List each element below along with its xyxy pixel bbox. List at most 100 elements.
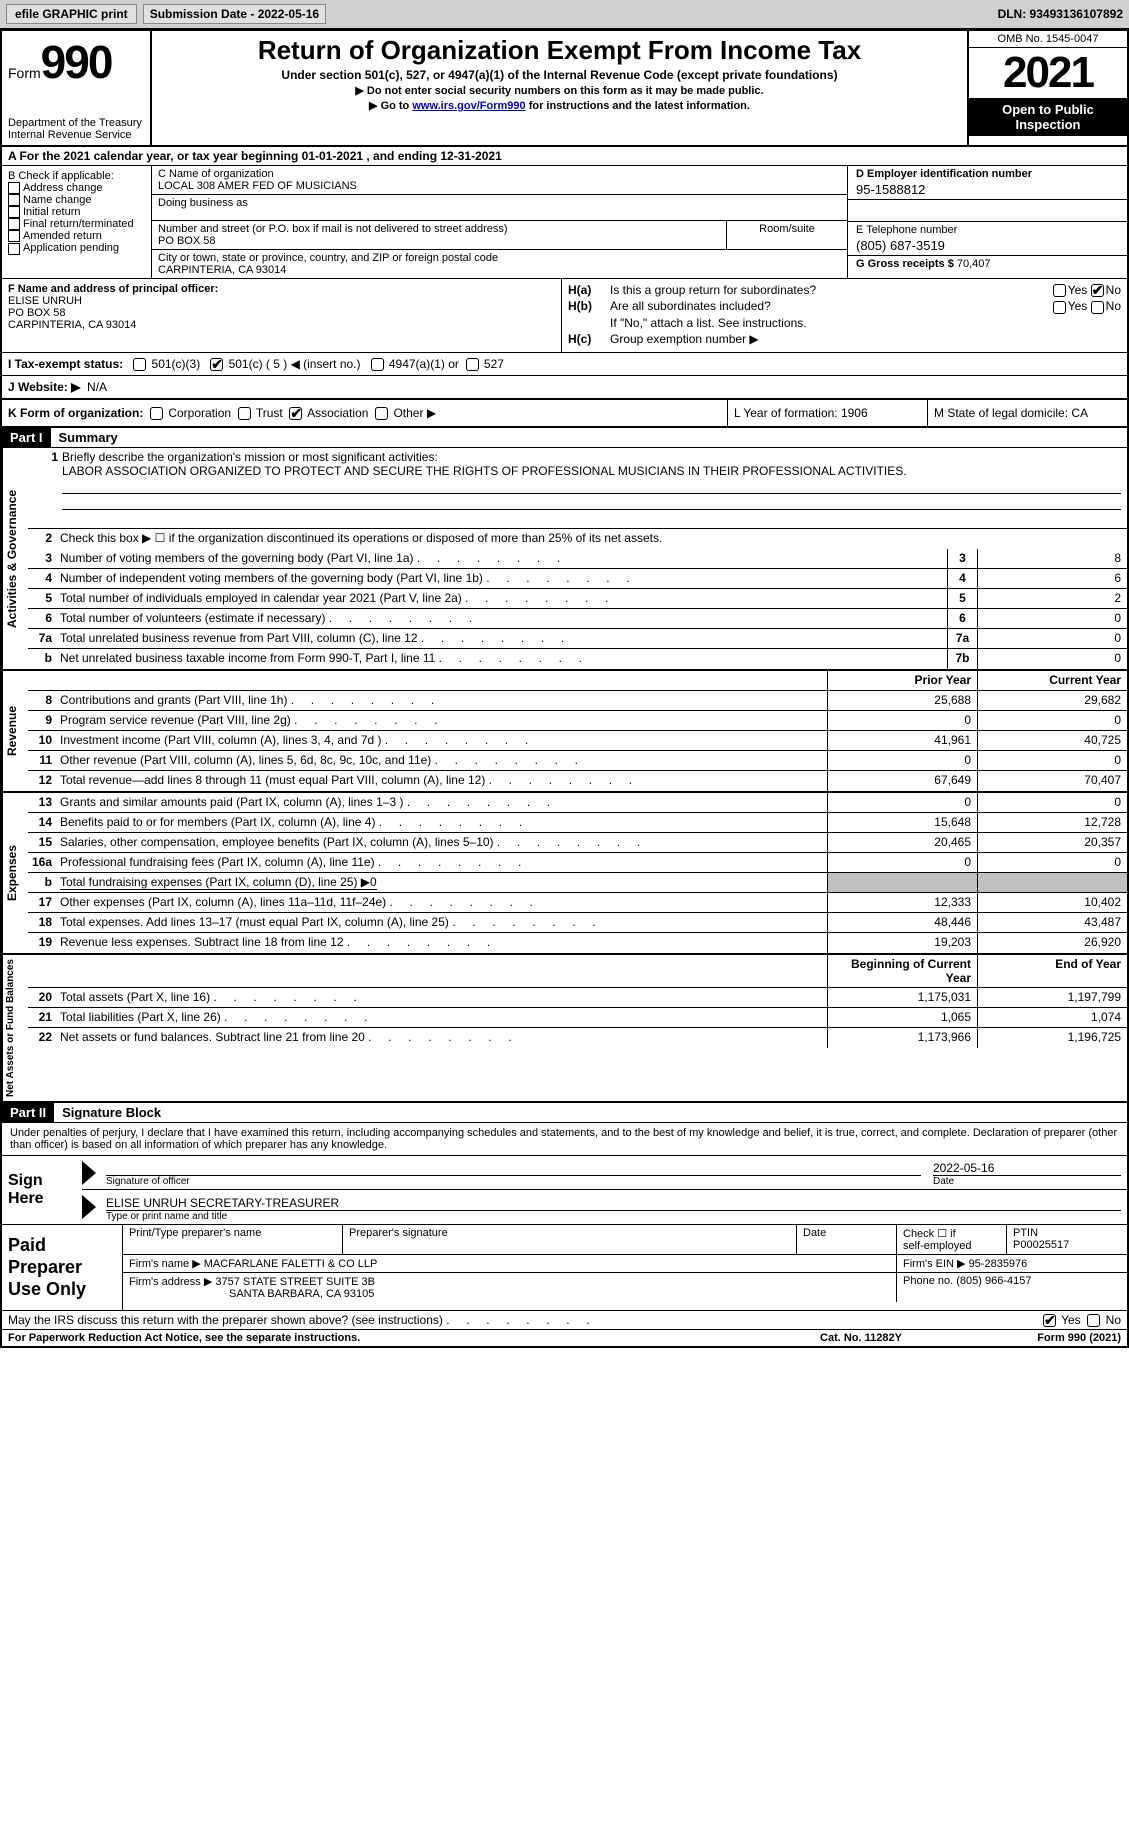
footer-final: For Paperwork Reduction Act Notice, see …: [2, 1330, 1127, 1346]
summary-line: 14Benefits paid to or for members (Part …: [28, 813, 1127, 833]
col-c-org-info: C Name of organization LOCAL 308 AMER FE…: [152, 166, 847, 278]
omb-number: OMB No. 1545-0047: [969, 31, 1127, 48]
irs-label: Internal Revenue Service: [8, 129, 144, 141]
firm-ein: 95-2835976: [969, 1258, 1028, 1270]
chk-discuss-yes[interactable]: [1043, 1314, 1056, 1327]
mission-text: LABOR ASSOCIATION ORGANIZED TO PROTECT A…: [34, 464, 1121, 478]
summary-line: 6Total number of volunteers (estimate if…: [28, 609, 1127, 629]
summary-line: 11Other revenue (Part VIII, column (A), …: [28, 751, 1127, 771]
org-city: CARPINTERIA, CA 93014: [158, 264, 841, 276]
chk-ha-yes[interactable]: [1053, 284, 1066, 297]
ein: 95-1588812: [856, 180, 1119, 197]
col-d-ein-phone: D Employer identification number 95-1588…: [847, 166, 1127, 278]
summary-line: 8Contributions and grants (Part VIII, li…: [28, 691, 1127, 711]
arrow-icon: [82, 1195, 96, 1219]
net-assets-section: Net Assets or Fund Balances Beginning of…: [2, 955, 1127, 1103]
part-ii-tag: Part II: [2, 1103, 54, 1122]
activities-governance: Activities & Governance 1Briefly describ…: [2, 448, 1127, 671]
efile-print-btn[interactable]: efile GRAPHIC print: [6, 4, 137, 24]
irs-link[interactable]: www.irs.gov/Form990: [412, 100, 525, 112]
vert-revenue: Revenue: [2, 671, 28, 791]
form-subtitle: Under section 501(c), 527, or 4947(a)(1)…: [160, 68, 959, 82]
chk-amended[interactable]: [8, 230, 20, 242]
dln: DLN: 93493136107892: [998, 7, 1123, 21]
note-website: ▶ Go to www.irs.gov/Form990 for instruct…: [160, 99, 959, 112]
chk-initial-return[interactable]: [8, 206, 20, 218]
section-bc-de: B Check if applicable: Address change Na…: [2, 166, 1127, 279]
vert-activities: Activities & Governance: [2, 448, 28, 669]
col-h-group: H(a) Is this a group return for subordin…: [562, 279, 1127, 352]
firm-name: MACFARLANE FALETTI & CO LLP: [204, 1258, 378, 1270]
summary-line: 5Total number of individuals employed in…: [28, 589, 1127, 609]
declaration-text: Under penalties of perjury, I declare th…: [2, 1123, 1127, 1156]
form-number: 990: [41, 36, 112, 88]
part-ii-title: Signature Block: [54, 1103, 1127, 1122]
chk-4947[interactable]: [371, 358, 384, 371]
part-i-title: Summary: [51, 428, 1127, 447]
summary-line: 15Salaries, other compensation, employee…: [28, 833, 1127, 853]
chk-assoc[interactable]: [289, 407, 302, 420]
form-title: Return of Organization Exempt From Incom…: [160, 35, 959, 66]
phone: (805) 687-3519: [856, 236, 1119, 253]
form-990: Form990 Department of the Treasury Inter…: [0, 29, 1129, 1348]
officer-name-title: ELISE UNRUH SECRETARY-TREASURER: [106, 1196, 1121, 1210]
sig-date: 2022-05-16: [933, 1161, 1121, 1175]
state-domicile: M State of legal domicile: CA: [927, 400, 1127, 426]
chk-501c3[interactable]: [133, 358, 146, 371]
beg-year-header: Beginning of Current Year: [827, 955, 977, 987]
paid-preparer-block: Paid Preparer Use Only Print/Type prepar…: [2, 1224, 1127, 1311]
summary-line: 13Grants and similar amounts paid (Part …: [28, 793, 1127, 813]
col-b-checkboxes: B Check if applicable: Address change Na…: [2, 166, 152, 278]
header-center: Return of Organization Exempt From Incom…: [152, 31, 967, 145]
chk-501c[interactable]: [210, 358, 223, 371]
vert-net-assets: Net Assets or Fund Balances: [2, 955, 28, 1101]
firm-addr2: SANTA BARBARA, CA 93105: [229, 1288, 374, 1300]
part-i-tag: Part I: [2, 428, 51, 447]
row-i-status: I Tax-exempt status: 501(c)(3) 501(c) ( …: [2, 353, 1127, 376]
chk-corp[interactable]: [150, 407, 163, 420]
dept-treasury: Department of the Treasury: [8, 117, 144, 129]
sign-here-block: Sign Here Signature of officer 2022-05-1…: [2, 1156, 1127, 1224]
org-name: LOCAL 308 AMER FED OF MUSICIANS: [158, 180, 841, 192]
year-formation: L Year of formation: 1906: [727, 400, 927, 426]
chk-trust[interactable]: [238, 407, 251, 420]
part-i-header-row: Part I Summary: [2, 428, 1127, 448]
row-k-form-org: K Form of organization: Corporation Trus…: [2, 400, 1127, 428]
officer-name: ELISE UNRUH: [8, 295, 555, 307]
expenses-section: Expenses 13Grants and similar amounts pa…: [2, 793, 1127, 955]
summary-line: 3Number of voting members of the governi…: [28, 549, 1127, 569]
chk-discuss-no[interactable]: [1087, 1314, 1100, 1327]
chk-name-change[interactable]: [8, 194, 20, 206]
chk-final-return[interactable]: [8, 218, 20, 230]
summary-line: bTotal fundraising expenses (Part IX, co…: [28, 873, 1127, 893]
sign-here-label: Sign Here: [2, 1156, 82, 1224]
summary-line: 4Number of independent voting members of…: [28, 569, 1127, 589]
prior-year-header: Prior Year: [827, 671, 977, 690]
header-left: Form990 Department of the Treasury Inter…: [2, 31, 152, 145]
summary-line: 22Net assets or fund balances. Subtract …: [28, 1028, 1127, 1048]
gross-receipts: 70,407: [957, 258, 991, 270]
section-fh: F Name and address of principal officer:…: [2, 279, 1127, 353]
summary-line: 20Total assets (Part X, line 16)1,175,03…: [28, 988, 1127, 1008]
summary-line: 12Total revenue—add lines 8 through 11 (…: [28, 771, 1127, 791]
summary-line: 16aProfessional fundraising fees (Part I…: [28, 853, 1127, 873]
chk-527[interactable]: [466, 358, 479, 371]
summary-line: 21Total liabilities (Part X, line 26)1,0…: [28, 1008, 1127, 1028]
summary-line: 9Program service revenue (Part VIII, lin…: [28, 711, 1127, 731]
chk-pending[interactable]: [8, 243, 20, 255]
chk-other[interactable]: [375, 407, 388, 420]
firm-phone: (805) 966-4157: [956, 1275, 1031, 1287]
end-year-header: End of Year: [977, 955, 1127, 987]
revenue-section: Revenue Prior Year Current Year 8Contrib…: [2, 671, 1127, 793]
chk-hb-yes[interactable]: [1053, 301, 1066, 314]
summary-line: 17Other expenses (Part IX, column (A), l…: [28, 893, 1127, 913]
chk-address-change[interactable]: [8, 182, 20, 194]
chk-ha-no[interactable]: [1091, 284, 1104, 297]
public-inspection: Open to Public Inspection: [969, 98, 1127, 136]
chk-hb-no[interactable]: [1091, 301, 1104, 314]
current-year-header: Current Year: [977, 671, 1127, 690]
ptin: P00025517: [1013, 1239, 1069, 1251]
paid-preparer-label: Paid Preparer Use Only: [2, 1225, 122, 1310]
arrow-icon: [82, 1161, 96, 1185]
row-a-tax-year: A For the 2021 calendar year, or tax yea…: [2, 147, 1127, 166]
